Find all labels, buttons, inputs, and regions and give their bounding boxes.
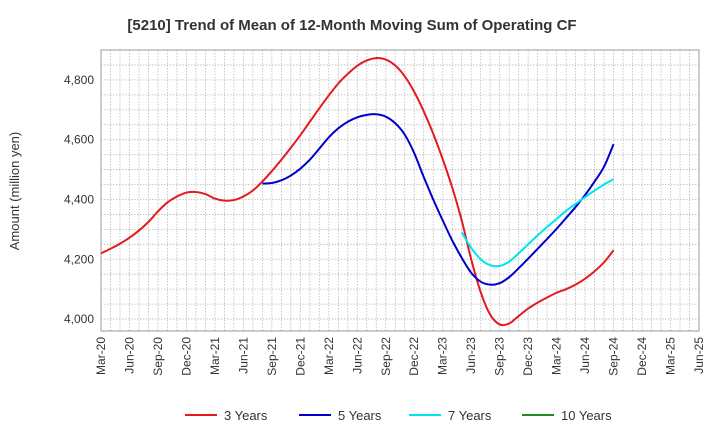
x-tick-label: Dec-24 [635,337,649,376]
x-tick-label: Mar-21 [208,337,222,375]
legend-label-10-years: 10 Years [561,408,612,423]
x-tick-label: Jun-25 [692,337,706,374]
y-tick-label: 4,400 [64,192,94,206]
x-tick-label: Sep-21 [265,337,279,376]
x-tick-label: Sep-24 [607,337,621,376]
legend-label-3-years: 3 Years [224,408,268,423]
x-tick-label: Dec-21 [293,337,307,376]
x-tick-label: Dec-22 [407,337,421,376]
legend-label-5-years: 5 Years [338,408,382,423]
x-tick-label: Dec-20 [179,337,193,376]
x-tick-label: Mar-25 [664,337,678,375]
x-tick-label: Jun-22 [350,337,364,374]
series-line-5-years [262,113,615,286]
y-tick-label: 4,000 [64,312,94,326]
legend-label-7-years: 7 Years [448,408,492,423]
legend: 3 Years 5 Years 7 Years 10 Years [185,408,612,423]
x-tick-label: Jun-23 [464,337,478,374]
chart-title: [5210] Trend of Mean of 12-Month Moving … [127,17,576,34]
x-tick-label: Jun-24 [578,337,592,374]
series-line-3-years [100,57,615,327]
x-tick-label: Mar-24 [550,337,564,375]
y-tick-label: 4,200 [64,252,94,266]
y-tick-label: 4,800 [64,73,94,87]
x-tick-label: Dec-23 [521,337,535,376]
x-tick-label: Mar-22 [322,337,336,375]
y-tick-label: 4,600 [64,133,94,147]
x-tick-label: Mar-23 [436,337,450,375]
x-tick-label: Sep-20 [151,337,165,376]
x-tick-label: Sep-22 [379,337,393,376]
series-line-7-years [460,178,615,268]
x-tick-label: Mar-20 [94,337,108,375]
x-tick-label: Sep-23 [493,337,507,376]
y-axis-label: Amount (million yen) [7,132,22,251]
x-tick-label: Jun-21 [236,337,250,374]
plot-area [100,49,700,332]
x-tick-label: Jun-20 [122,337,136,374]
